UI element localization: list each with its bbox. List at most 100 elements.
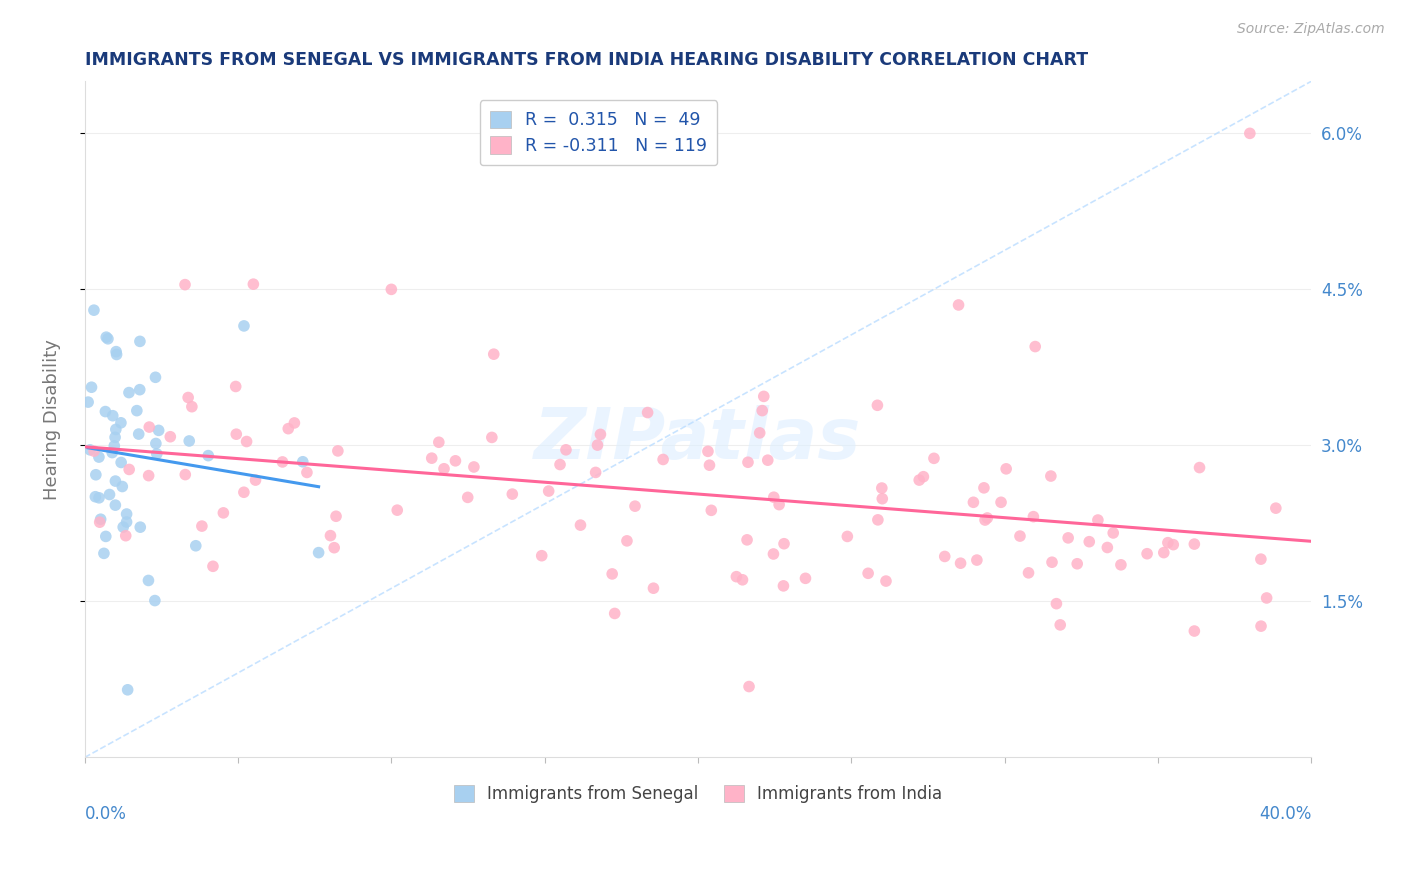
Point <box>138 420 160 434</box>
Legend: Immigrants from Senegal, Immigrants from India: Immigrants from Senegal, Immigrants from… <box>447 779 949 810</box>
Point <box>738 680 761 694</box>
Point <box>94 529 117 543</box>
Point <box>912 469 935 483</box>
Point <box>856 566 879 581</box>
Point <box>427 435 450 450</box>
Point <box>700 503 723 517</box>
Point <box>1040 555 1063 569</box>
Point <box>600 566 623 581</box>
Point <box>110 416 132 430</box>
Point <box>1008 529 1031 543</box>
Point <box>463 460 485 475</box>
Point <box>1045 597 1067 611</box>
Point <box>1250 619 1272 633</box>
Point <box>104 498 127 512</box>
Point <box>1161 538 1184 552</box>
Text: ZIPatlas: ZIPatlas <box>534 405 862 475</box>
Point <box>128 383 150 397</box>
Point <box>731 573 754 587</box>
Point <box>974 513 997 527</box>
Text: IMMIGRANTS FROM SENEGAL VS IMMIGRANTS FROM INDIA HEARING DISABILITY CORRELATION : IMMIGRANTS FROM SENEGAL VS IMMIGRANTS FR… <box>84 51 1088 69</box>
Point <box>319 528 342 542</box>
Point <box>1157 535 1180 549</box>
Point <box>114 529 136 543</box>
Point <box>1239 126 1261 140</box>
Point <box>949 556 972 570</box>
Point <box>101 445 124 459</box>
Text: 0.0%: 0.0% <box>84 805 127 822</box>
Point <box>104 430 127 444</box>
Point <box>84 467 107 482</box>
Point <box>93 546 115 560</box>
Point <box>457 491 479 505</box>
Point <box>245 473 267 487</box>
Point <box>104 474 127 488</box>
Point <box>87 450 110 464</box>
Point <box>1264 501 1286 516</box>
Point <box>111 479 134 493</box>
Point <box>180 400 202 414</box>
Point <box>1102 525 1125 540</box>
Point <box>444 454 467 468</box>
Point <box>212 506 235 520</box>
Point <box>1066 557 1088 571</box>
Point <box>112 520 135 534</box>
Point <box>291 455 314 469</box>
Point <box>501 487 523 501</box>
Point <box>283 416 305 430</box>
Point <box>177 391 200 405</box>
Point <box>174 277 197 292</box>
Point <box>146 447 169 461</box>
Point <box>866 398 889 412</box>
Point <box>1136 547 1159 561</box>
Point <box>603 607 626 621</box>
Point <box>103 439 125 453</box>
Point <box>624 499 647 513</box>
Point <box>89 515 111 529</box>
Point <box>762 547 785 561</box>
Point <box>697 444 720 458</box>
Point <box>80 380 103 394</box>
Point <box>295 466 318 480</box>
Point <box>652 452 675 467</box>
Point <box>104 422 127 436</box>
Point <box>548 458 571 472</box>
Point <box>637 405 659 419</box>
Y-axis label: Hearing Disability: Hearing Disability <box>44 339 60 500</box>
Point <box>242 277 264 292</box>
Point <box>77 395 100 409</box>
Point <box>125 403 148 417</box>
Point <box>98 487 121 501</box>
Point <box>201 559 224 574</box>
Point <box>589 427 612 442</box>
Point <box>973 481 995 495</box>
Point <box>643 581 665 595</box>
Point <box>1109 558 1132 572</box>
Point <box>138 574 160 588</box>
Point <box>1057 531 1080 545</box>
Point <box>325 509 347 524</box>
Point <box>420 451 443 466</box>
Point <box>1188 460 1211 475</box>
Point <box>271 455 294 469</box>
Point <box>751 403 773 417</box>
Point <box>129 334 152 349</box>
Point <box>233 318 256 333</box>
Point <box>482 347 505 361</box>
Point <box>735 533 758 547</box>
Point <box>1182 537 1205 551</box>
Point <box>1182 624 1205 638</box>
Point <box>1078 534 1101 549</box>
Point <box>725 569 748 583</box>
Point <box>225 379 247 393</box>
Point <box>380 282 402 296</box>
Point <box>179 434 201 448</box>
Point <box>616 533 638 548</box>
Text: 40.0%: 40.0% <box>1258 805 1312 822</box>
Point <box>118 385 141 400</box>
Point <box>79 442 101 457</box>
Point <box>908 473 931 487</box>
Point <box>481 430 503 444</box>
Point <box>105 344 128 359</box>
Point <box>990 495 1012 509</box>
